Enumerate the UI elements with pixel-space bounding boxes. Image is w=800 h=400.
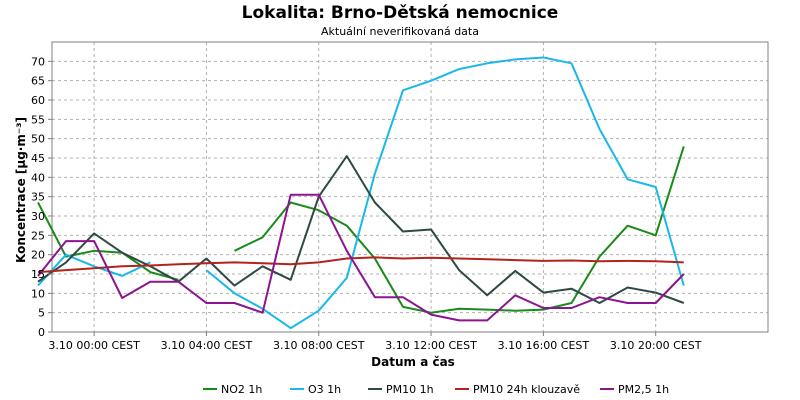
- y-tick-label: 50: [31, 133, 45, 146]
- x-axis-ticks: 3.10 00:00 CEST 3.10 04:00 CEST 3.10 08:00…: [48, 332, 702, 352]
- x-tick-label: 3.10 04:00 CEST: [161, 339, 253, 352]
- legend-label: NO2 1h: [221, 383, 262, 396]
- legend-item: O3 1h: [290, 383, 341, 396]
- legend-label: PM10 24h klouzavě: [473, 383, 580, 396]
- y-tick-label: 65: [31, 75, 45, 88]
- x-tick-label: 3.10 08:00 CEST: [273, 339, 365, 352]
- y-tick-label: 25: [31, 229, 45, 242]
- x-tick-label: 3.10 16:00 CEST: [498, 339, 590, 352]
- series-lines: [37, 56, 685, 330]
- series-line: [37, 253, 151, 287]
- y-tick-label: 40: [31, 171, 45, 184]
- series-line: [37, 193, 685, 322]
- x-tick-label: 3.10 12:00 CEST: [385, 339, 477, 352]
- series-2: [37, 155, 685, 304]
- legend-label: PM10 1h: [386, 383, 434, 396]
- series-3: [37, 256, 684, 274]
- series-line: [205, 56, 685, 330]
- chart-title: Lokalita: Brno-Dětská nemocnice: [242, 3, 559, 23]
- y-tick-label: 20: [31, 249, 45, 262]
- y-tick-label: 35: [31, 191, 45, 204]
- chart-subtitle: Aktuální neverifikovaná data: [321, 25, 479, 38]
- series-line: [37, 256, 684, 274]
- y-tick-label: 55: [31, 113, 45, 126]
- x-tick-label: 3.10 00:00 CEST: [48, 339, 140, 352]
- y-axis-ticks: 0 5 10 15 20 25 30 35 40 45 50 55 60 65 70: [31, 55, 52, 339]
- legend-item: PM10 24h klouzavě: [455, 383, 580, 396]
- legend-item: PM10 1h: [368, 383, 434, 396]
- series-1: [37, 56, 685, 330]
- y-axis-label: Koncentrace [µg·m⁻³]: [14, 117, 28, 263]
- series-line: [234, 146, 685, 314]
- legend-item: NO2 1h: [203, 383, 262, 396]
- y-tick-label: 70: [31, 55, 45, 68]
- legend-item: PM2,5 1h: [600, 383, 669, 396]
- series-4: [37, 193, 685, 322]
- legend-label: PM2,5 1h: [618, 383, 669, 396]
- y-tick-label: 45: [31, 152, 45, 165]
- y-tick-label: 5: [38, 307, 45, 320]
- y-tick-label: 60: [31, 94, 45, 107]
- legend: NO2 1h O3 1h PM10 1h PM10 24h klouzavě PM2,5…: [203, 383, 669, 396]
- plot-area-frame: [51, 41, 769, 333]
- x-axis-label: Datum a čas: [371, 355, 455, 369]
- x-tick-label: 3.10 20:00 CEST: [610, 339, 702, 352]
- series-line: [37, 155, 685, 304]
- legend-label: O3 1h: [308, 383, 341, 396]
- y-tick-label: 15: [31, 268, 45, 281]
- y-tick-label: 10: [31, 287, 45, 300]
- y-tick-label: 0: [38, 326, 45, 339]
- y-tick-label: 30: [31, 210, 45, 223]
